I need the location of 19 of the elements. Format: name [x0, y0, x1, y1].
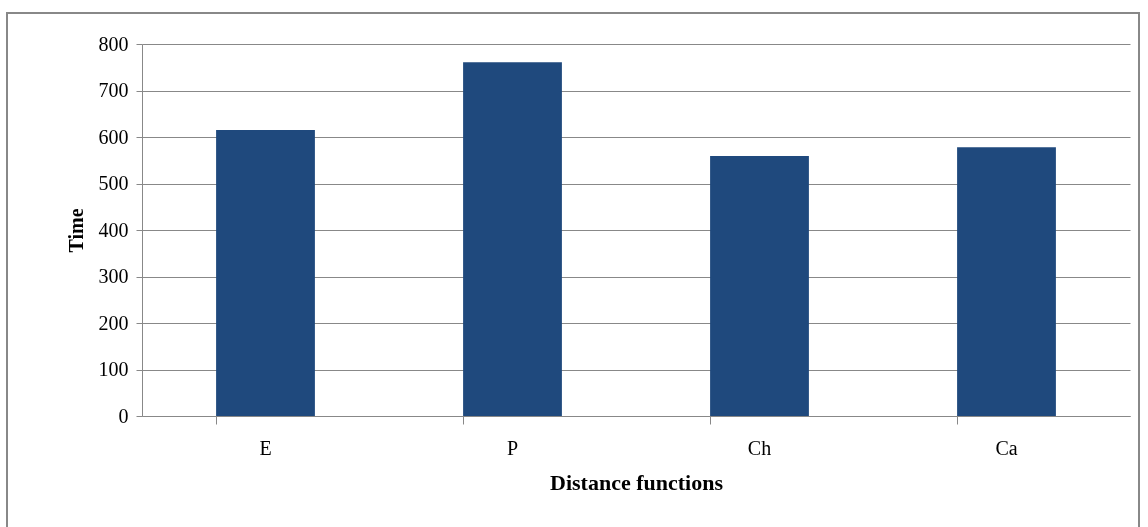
bar: [463, 62, 562, 416]
bar: [957, 147, 1056, 416]
y-axis-title: Time: [64, 208, 87, 253]
y-tick-label: 200: [98, 311, 129, 334]
x-tick-label: Ca: [995, 436, 1018, 459]
y-tick-label: 500: [98, 172, 129, 194]
y-tick-label: 700: [98, 79, 129, 101]
y-tick-label: 300: [98, 265, 129, 287]
y-tick-label: 400: [98, 218, 129, 241]
x-tick-label: P: [506, 436, 519, 459]
x-tick-label: Ch: [747, 436, 772, 459]
bar: [216, 130, 315, 416]
y-tick-label: 800: [98, 32, 129, 55]
y-tick-label: 600: [98, 125, 129, 148]
y-tick-label: 100: [98, 358, 129, 380]
x-tick-label: E: [259, 436, 272, 459]
y-tick-label: 0: [118, 404, 129, 427]
bar: [710, 156, 809, 416]
x-axis-title: Distance functions: [550, 469, 724, 495]
